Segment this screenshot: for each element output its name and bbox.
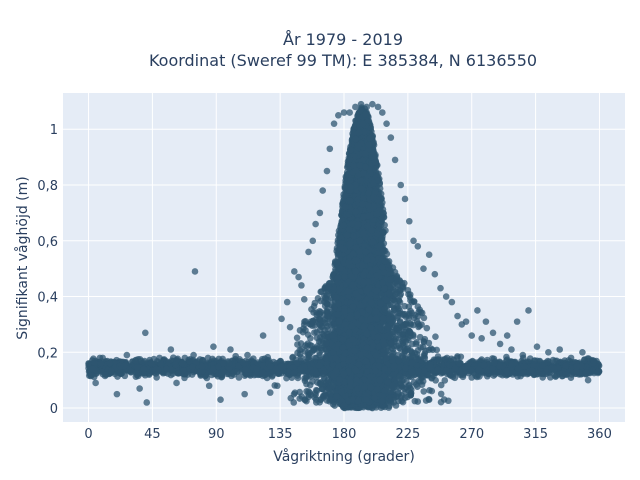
chart-subtitle: Koordinat (Sweref 99 TM): E 385384, N 61…	[149, 51, 537, 70]
scatter-point	[457, 370, 465, 378]
scatter-point	[562, 362, 570, 370]
scatter-point	[85, 372, 93, 379]
scatter-point	[503, 367, 510, 375]
scatter-point	[259, 369, 266, 377]
scatter-point	[514, 365, 522, 372]
scatter-point	[480, 361, 488, 369]
scatter-point	[489, 365, 496, 372]
scatter-point	[91, 359, 99, 367]
scatter-point	[199, 356, 207, 364]
scatter-point	[483, 372, 491, 380]
scatter-point	[455, 359, 463, 367]
scatter-point	[435, 356, 443, 364]
scatter-point	[189, 363, 196, 370]
scatter-point	[508, 360, 515, 368]
scatter-point	[137, 357, 145, 365]
scatter-point	[235, 374, 243, 381]
scatter-point	[503, 353, 510, 361]
scatter-point	[259, 355, 266, 363]
data-density-layer	[85, 104, 603, 412]
scatter-point	[133, 364, 141, 371]
chart-title: År 1979 - 2019	[283, 30, 403, 49]
scatter-point	[175, 370, 182, 377]
scatter-point	[134, 372, 142, 380]
scatter-point	[108, 367, 115, 375]
scatter-point	[582, 369, 590, 376]
scatter-point	[451, 365, 459, 372]
scatter-point	[461, 364, 468, 371]
scatter-point	[491, 359, 498, 367]
scatter-point	[155, 366, 162, 374]
scatter-point	[475, 366, 482, 374]
scatter-point	[539, 362, 546, 369]
scatter-point	[454, 353, 461, 360]
scatter-point	[272, 365, 280, 372]
scatter-point	[528, 367, 536, 374]
scatter-point	[442, 367, 450, 374]
scatter-point	[241, 366, 249, 374]
scatter-point	[468, 368, 476, 376]
scatter-point	[225, 360, 233, 367]
scatter-point	[236, 356, 243, 363]
